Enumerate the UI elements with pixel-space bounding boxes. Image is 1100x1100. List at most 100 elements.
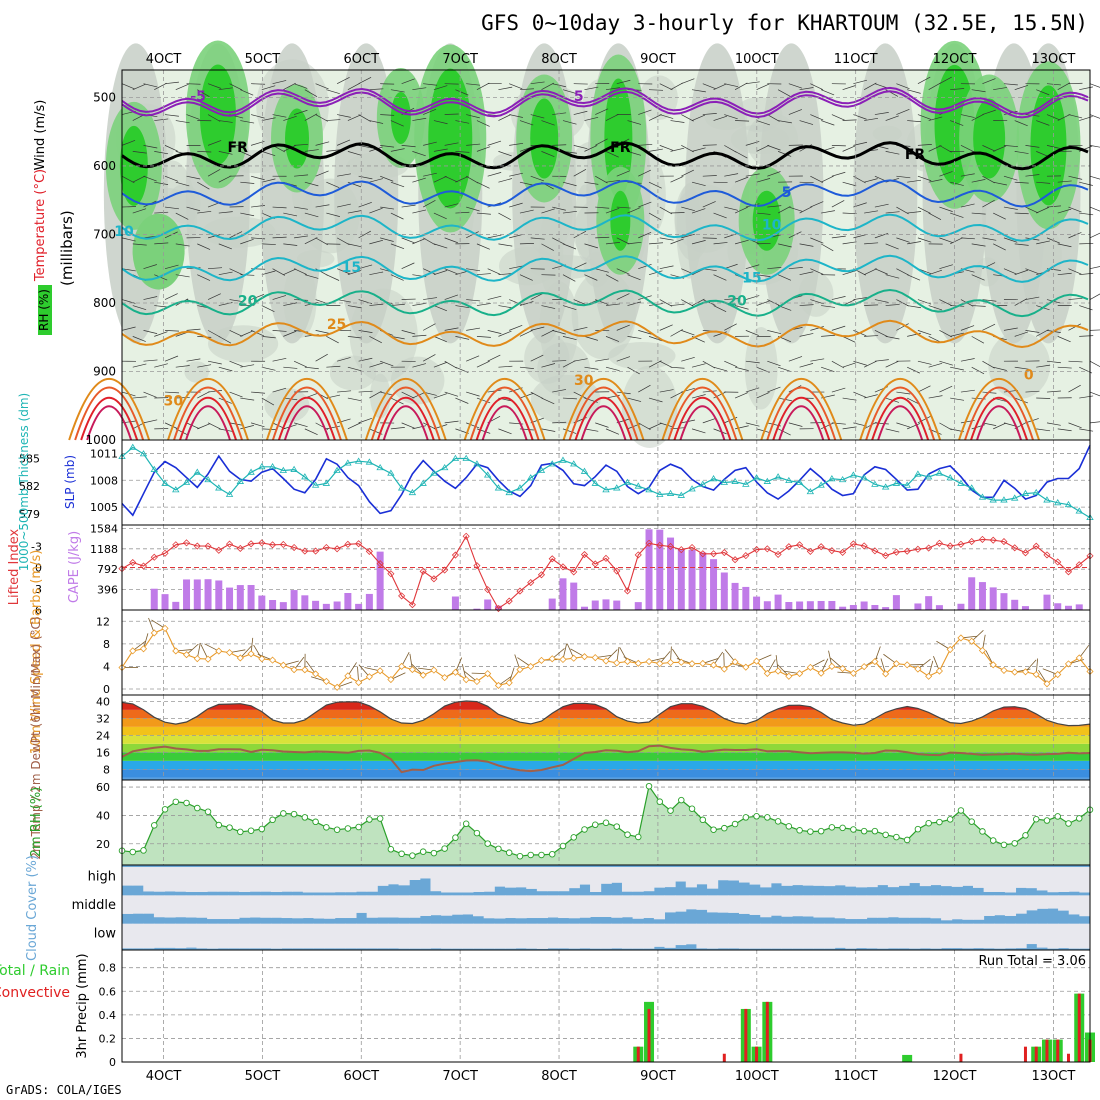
cloud-gap-bar (1068, 895, 1080, 915)
cloud-gap-bar (132, 895, 144, 914)
wind-barb (509, 265, 523, 270)
wind-barb (207, 168, 221, 177)
lifted-index-point (871, 547, 879, 555)
thickness-point (967, 484, 976, 491)
wind-barb (250, 175, 265, 181)
wind-barb (121, 140, 136, 146)
wind-barb (788, 206, 803, 212)
wind-barb (433, 175, 447, 183)
wind-barb (799, 363, 814, 368)
wind-speed-point (623, 657, 632, 666)
wind-barb-10m (293, 656, 305, 670)
cape-bar (763, 601, 771, 610)
wind-speed-point (763, 669, 771, 677)
wind-speed-point (903, 661, 911, 669)
rh-point (946, 816, 954, 823)
wind-barb (821, 210, 835, 214)
wind-barb (390, 181, 405, 188)
rh-point (839, 824, 846, 832)
cloud-gap-bar (930, 867, 942, 886)
wind-barb (466, 206, 480, 212)
wind-barb-10m (672, 648, 682, 663)
cape-bar (548, 598, 556, 610)
rh-point (333, 826, 341, 833)
wind-barb (842, 397, 857, 401)
wind-barb (960, 203, 975, 208)
wind-barb (175, 274, 190, 278)
wind-barb (272, 330, 287, 332)
cloud-gap-bar (1068, 867, 1080, 892)
wind-barb (734, 305, 749, 310)
cloud-gap-bar (1047, 923, 1059, 949)
wind-speed-point (462, 676, 470, 684)
wind-speed-point (527, 662, 535, 671)
cape-bar (451, 596, 459, 610)
wind-barb (573, 358, 588, 362)
wind-barb (132, 175, 146, 183)
wind-barb (691, 181, 706, 187)
rh-point (473, 829, 481, 837)
isotherm-label: FR (905, 147, 926, 163)
thickness-point (333, 466, 341, 473)
rh-point (194, 804, 201, 812)
wind-barb (960, 358, 975, 362)
wind-barb (627, 366, 640, 375)
wind-barb (154, 242, 169, 245)
wind-barb (337, 114, 351, 118)
wind-barb (756, 300, 770, 306)
wind-barb (229, 268, 243, 275)
wind-barb (659, 324, 673, 331)
wind-barb (767, 114, 780, 122)
wind-barb (595, 206, 610, 209)
wind-barb (907, 305, 922, 309)
wind-barb (713, 212, 727, 219)
wind-barb (1014, 298, 1028, 306)
wind-barb (519, 88, 534, 91)
thickness-point (559, 456, 567, 463)
wind-barb (1036, 240, 1050, 245)
wind-speed-point (1000, 666, 1008, 674)
lifted-index-point (892, 548, 900, 556)
y-axis-label-right: CAPE (J/kg) (67, 531, 82, 603)
thickness-point (752, 474, 761, 481)
wind-speed-point (709, 661, 718, 669)
wind-barb (476, 360, 490, 368)
cloud-gap-bar (547, 867, 559, 892)
cloud-gap-bar (441, 895, 453, 916)
wind-barb (670, 176, 684, 183)
wind-barb (767, 360, 781, 367)
cloud-gap-bar (738, 867, 751, 883)
wind-barb (197, 274, 211, 281)
wind-barb (745, 264, 760, 270)
wind-barb (455, 211, 470, 214)
rh-point (516, 852, 524, 860)
cloud-gap-bar (951, 867, 963, 887)
cloud-gap-bar (972, 867, 985, 888)
thickness-point (795, 478, 804, 485)
wind-barb (433, 393, 448, 399)
wind-barb (767, 145, 781, 151)
wind-barb (562, 397, 577, 400)
rh-point (624, 831, 631, 838)
isotherm-label: 5 (782, 185, 792, 201)
cloud-gap-bar (887, 867, 900, 888)
wind-barb (261, 178, 276, 183)
wind-barb (207, 114, 221, 122)
x-tick-label-top: 11OCT (834, 52, 878, 67)
rh-blob (571, 270, 636, 360)
thickness-point (1032, 488, 1040, 496)
wind-barb (422, 354, 436, 362)
cape-bar (914, 603, 922, 610)
lifted-index-point (161, 549, 169, 557)
rh-point (1043, 817, 1051, 824)
rh-point (721, 824, 728, 832)
wind-barb (164, 231, 178, 239)
wind-barb (562, 120, 577, 125)
wind-barb (369, 178, 383, 183)
wind-barb (1089, 391, 1100, 397)
x-tick-label-top: 7OCT (442, 52, 478, 67)
wind-speed-point (839, 665, 847, 673)
cloud-gap-bar (972, 895, 985, 920)
wind-barb (1014, 397, 1028, 404)
